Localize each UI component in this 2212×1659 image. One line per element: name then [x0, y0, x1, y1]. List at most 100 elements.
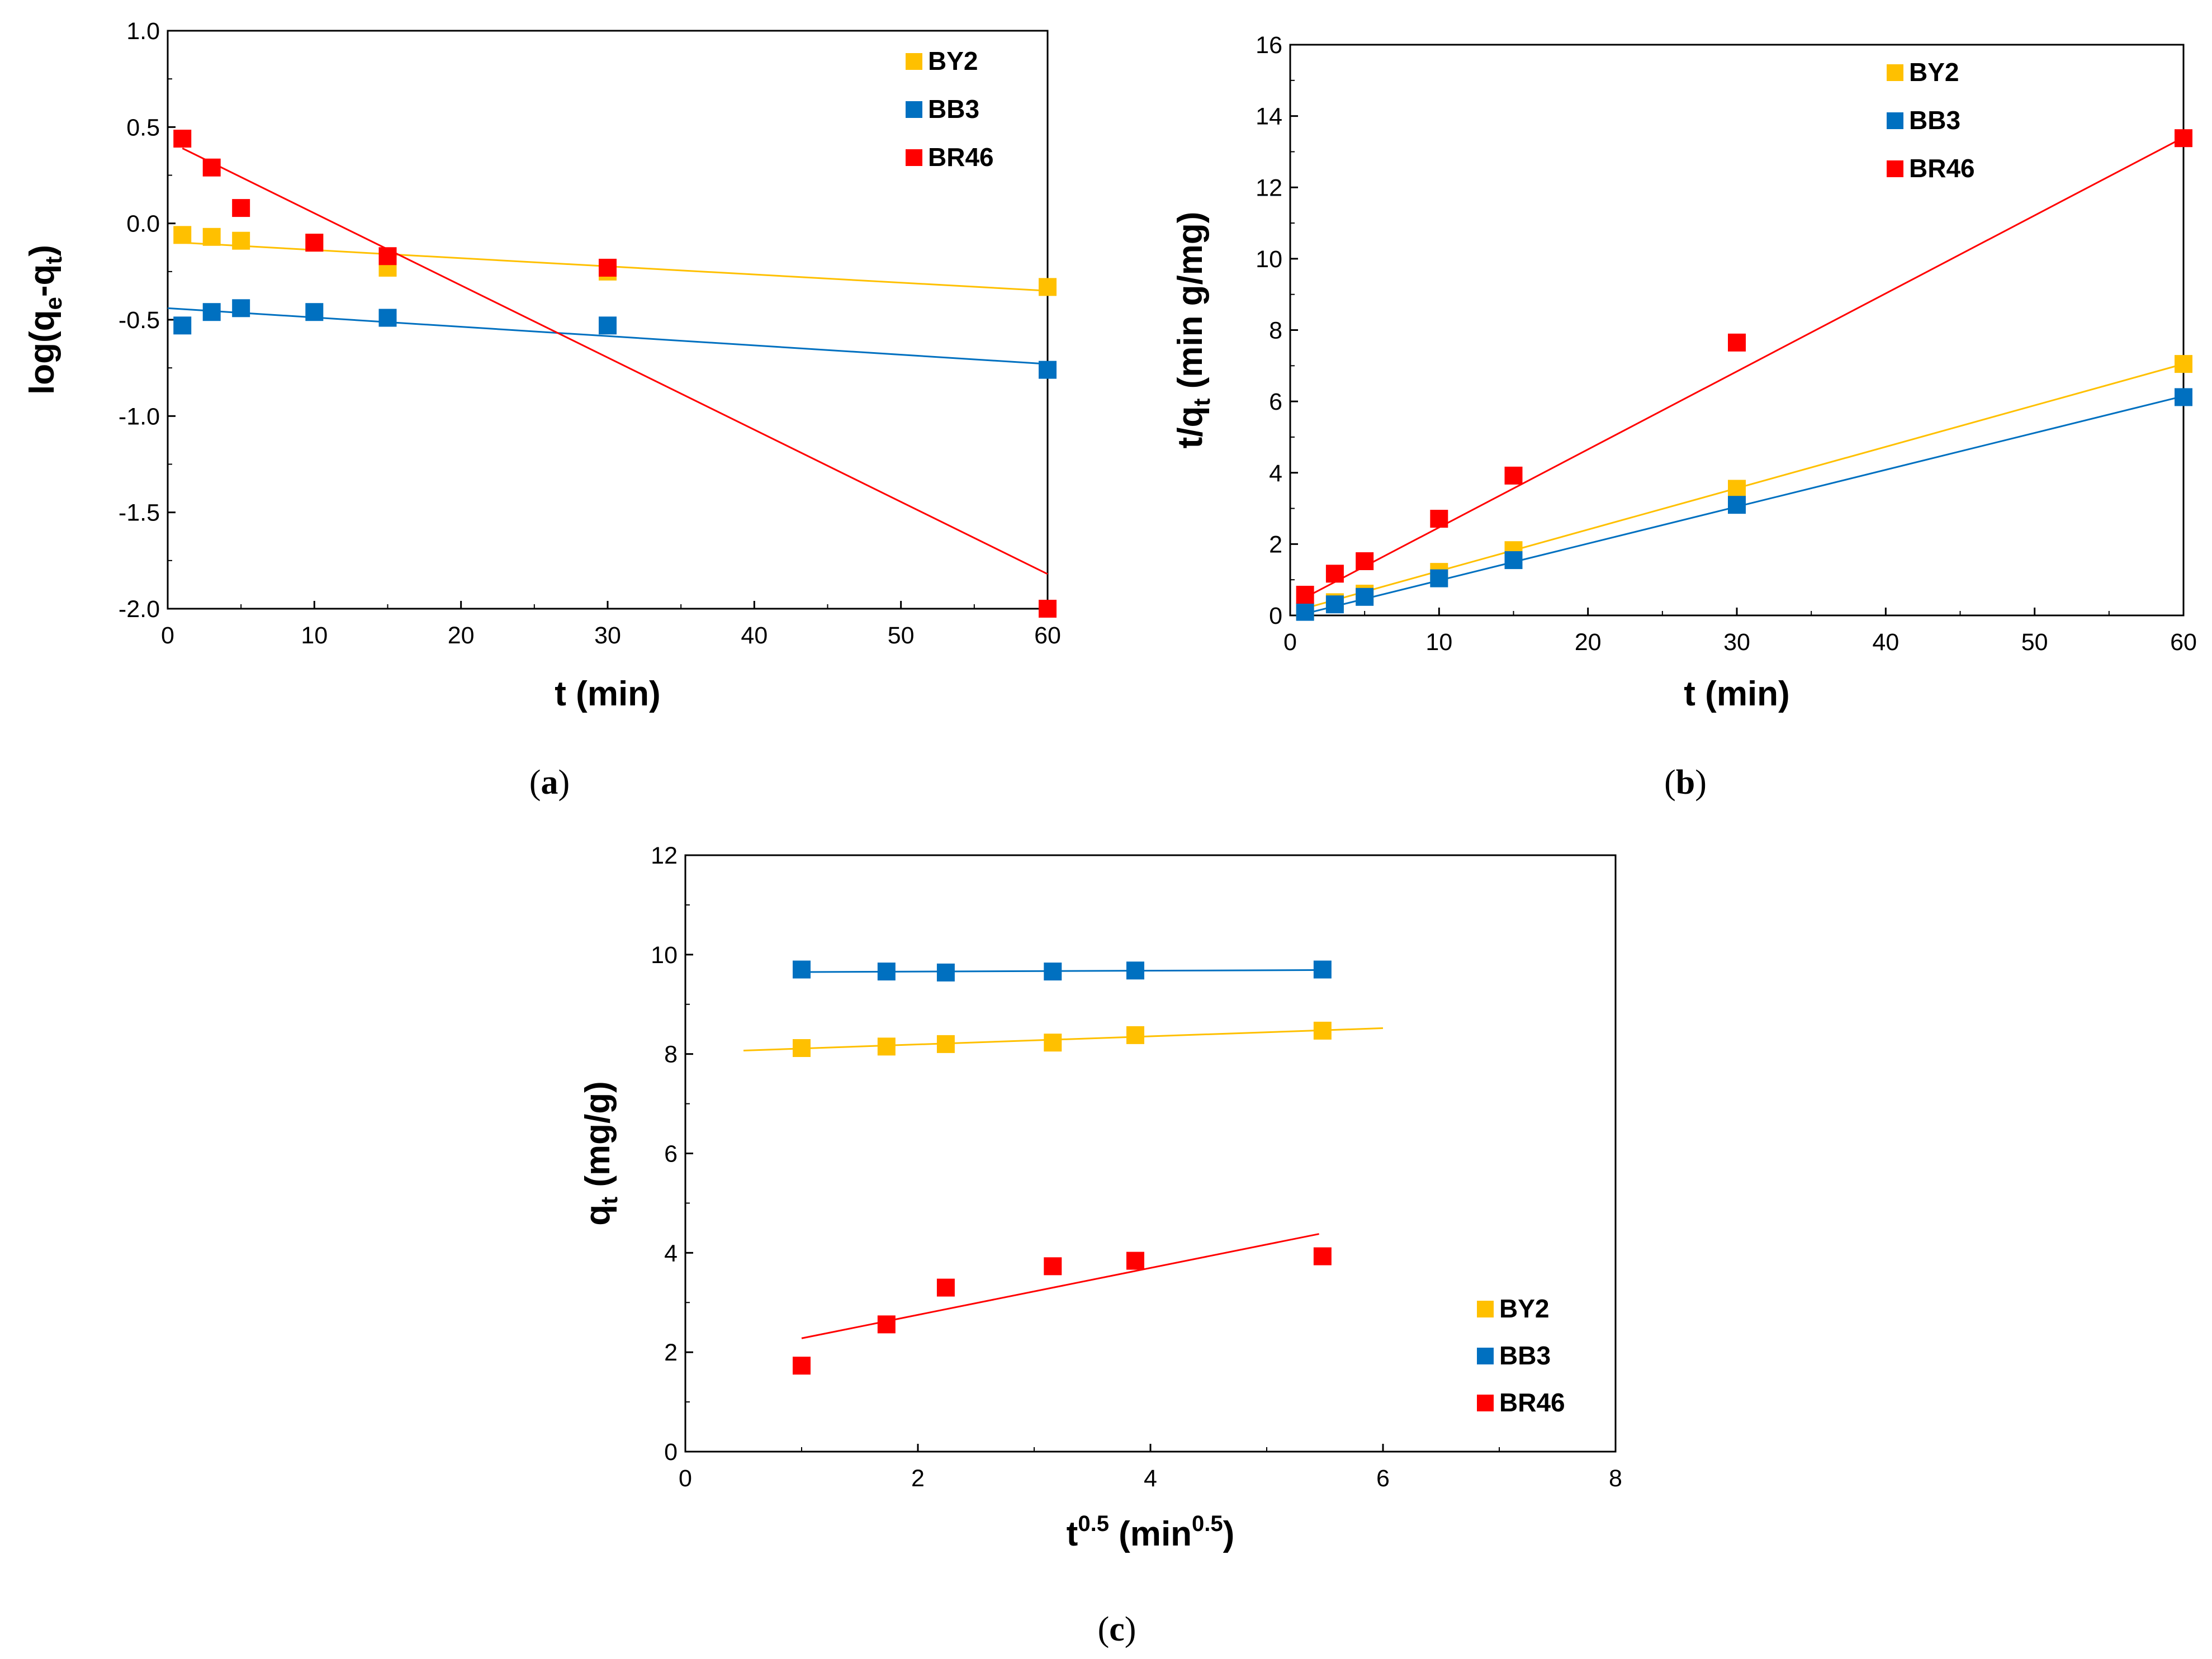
legend-label-br46: BR46	[928, 143, 994, 172]
data-point-br46	[202, 158, 221, 177]
data-point-br46	[2175, 129, 2192, 148]
x-tick-label: 0	[161, 622, 174, 649]
fit-line-by2	[743, 1027, 1384, 1051]
legend-label-br46: BR46	[1499, 1388, 1565, 1417]
y-axis-label-base: t/q	[1171, 406, 1210, 449]
x-axis-label-mid: (min	[1109, 1515, 1192, 1553]
plot-frame	[684, 854, 1617, 1453]
data-point-br46	[877, 1315, 896, 1334]
x-tick-label: 40	[741, 622, 768, 649]
data-point-by2	[1039, 278, 1057, 296]
x-axis-label: t (min)	[555, 675, 660, 713]
data-point-br46	[1039, 600, 1057, 618]
data-point-bb3	[1728, 496, 1746, 514]
fit-line-bb3	[167, 307, 1048, 365]
data-point-by2	[877, 1037, 896, 1056]
y-axis-label-base: log(q	[23, 310, 61, 395]
y-axis-label-end: )	[23, 245, 61, 257]
x-tick-label: 10	[301, 622, 328, 649]
data-point-br46	[1313, 1247, 1332, 1265]
y-tick-label: 10	[651, 942, 678, 969]
data-point-bb3	[1296, 603, 1314, 621]
data-point-br46	[1728, 333, 1746, 352]
x-tick-label: 30	[594, 622, 621, 649]
y-tick-label: 4	[1269, 460, 1282, 487]
data-point-br46	[1044, 1257, 1062, 1276]
x-tick-label: 20	[448, 622, 475, 649]
y-tick-label: 8	[1269, 317, 1282, 344]
x-tick-label: 6	[1376, 1465, 1390, 1492]
caption-paren: )	[1695, 764, 1707, 802]
data-point-br46	[378, 247, 397, 266]
y-tick-label: 0.0	[126, 211, 160, 238]
y-tick-label: 4	[664, 1240, 678, 1267]
data-point-br46	[305, 234, 324, 252]
data-point-by2	[202, 227, 221, 246]
x-tick-label: 50	[2021, 629, 2048, 656]
data-point-by2	[793, 1039, 811, 1057]
y-tick-label: 6	[664, 1141, 678, 1168]
caption-letter: b	[1676, 764, 1695, 802]
data-point-bb3	[378, 309, 397, 327]
x-tick-label: 60	[1034, 622, 1061, 649]
data-point-by2	[232, 231, 250, 250]
caption-paren: )	[558, 764, 570, 802]
data-point-br46	[599, 258, 617, 277]
y-tick-label: 8	[664, 1041, 678, 1068]
legend-swatch-bb3	[906, 101, 922, 118]
data-point-bb3	[173, 316, 192, 335]
caption-paren: (	[1098, 1610, 1110, 1648]
data-point-bb3	[1356, 587, 1374, 606]
chart-b: 0 2 4 6 8 10 12 14 16 0 10 20 30 40 50 60 t (min) t/qt (m…	[1171, 32, 2197, 802]
data-point-by2	[1728, 480, 1746, 498]
data-point-bb3	[599, 316, 617, 335]
data-point-bb3	[1430, 569, 1448, 587]
y-axis-label-base: q	[579, 1205, 617, 1226]
y-tick-label: 2	[664, 1339, 678, 1366]
panel-caption: (c)	[1098, 1610, 1136, 1648]
y-tick-label: 6	[1269, 388, 1282, 415]
y-axis-label-sub: t	[596, 1197, 622, 1205]
legend-swatch-by2	[1477, 1301, 1494, 1317]
data-point-br46	[232, 199, 250, 217]
y-tick-label: 0	[664, 1439, 678, 1466]
caption-paren: )	[1125, 1610, 1136, 1648]
caption-paren: (	[1664, 764, 1676, 802]
y-tick-label: 12	[651, 842, 678, 869]
y-axis-label-mid: (mg/g)	[579, 1081, 617, 1197]
x-tick-label: 30	[1723, 629, 1750, 656]
y-axis-label: log(qe-qt)	[23, 245, 67, 395]
y-tick-label: 10	[1256, 246, 1282, 273]
x-axis-label-sup: 0.5	[1078, 1511, 1109, 1536]
x-axis-label-end: )	[1223, 1515, 1235, 1553]
fit-line-br46	[1304, 136, 2184, 599]
data-point-br46	[936, 1278, 955, 1297]
data-point-br46	[1504, 466, 1523, 485]
panel-caption: (a)	[529, 764, 570, 802]
y-axis-label-sub: e	[40, 297, 67, 310]
data-point-by2	[936, 1035, 955, 1053]
data-point-bb3	[1313, 960, 1332, 979]
data-point-bb3	[936, 963, 955, 982]
data-point-bb3	[1325, 595, 1344, 614]
x-tick-label: 10	[1425, 629, 1452, 656]
caption-paren: (	[529, 764, 541, 802]
legend-swatch-br46	[1477, 1395, 1494, 1411]
x-axis-label-sup: 0.5	[1192, 1511, 1223, 1536]
data-point-by2	[173, 226, 192, 244]
legend-label-bb3: BB3	[1909, 106, 1960, 135]
x-tick-label: 50	[888, 622, 915, 649]
chart-a: -2.0 -1.5 -1.0 -0.5 0.0 0.5 1.0 0 10 20 30 40 50 60 t …	[23, 18, 1061, 802]
caption-letter: c	[1109, 1610, 1125, 1648]
y-axis-label-sub: t	[40, 257, 67, 264]
y-tick-label: 14	[1256, 103, 1282, 130]
data-point-by2	[1126, 1026, 1144, 1044]
y-tick-label: -1.0	[119, 403, 160, 430]
x-tick-label: 60	[2170, 629, 2197, 656]
y-tick-label: 0	[1269, 603, 1282, 629]
data-point-bb3	[1044, 963, 1062, 981]
x-tick-label: 4	[1144, 1465, 1157, 1492]
data-point-br46	[1126, 1252, 1144, 1270]
data-point-br46	[793, 1357, 811, 1375]
data-point-bb3	[1039, 361, 1057, 379]
